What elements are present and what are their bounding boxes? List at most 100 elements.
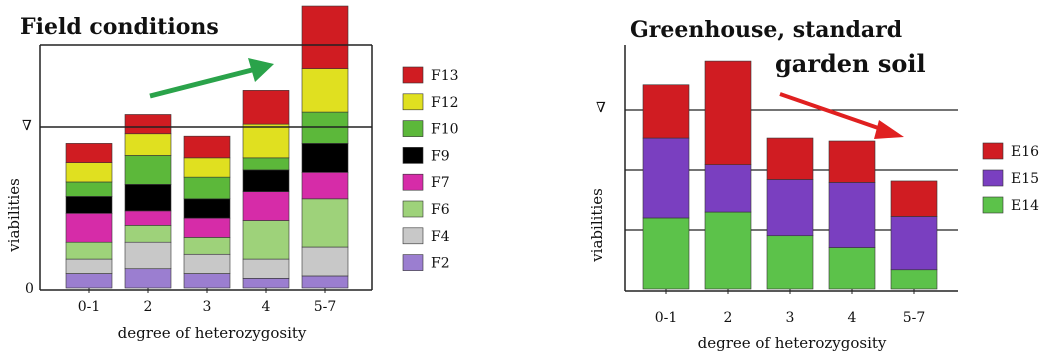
left-bar-f10-4 <box>242 157 290 171</box>
left-bar-f7-3 <box>183 217 231 238</box>
left-x-ticks: 0-1 2 3 4 5-7 <box>78 288 337 315</box>
right-legend-swatch-e15 <box>982 169 1004 187</box>
right-bar-e15-4 <box>828 182 876 248</box>
right-bar-e14-2 <box>704 211 752 290</box>
right-x-axis-label: degree of heterozygosity <box>698 334 887 352</box>
right-bar-e15-5-7 <box>890 216 938 271</box>
right-chart-subtitle: garden soil <box>775 49 926 78</box>
right-x-tick-label: 3 <box>786 310 795 326</box>
right-bars <box>642 60 938 290</box>
left-bar-f12-5-7 <box>301 68 349 113</box>
left-legend: F13 F12 F10 F9 F7 F6 F4 F2 <box>402 66 459 272</box>
right-bar-e16-5-7 <box>890 180 938 217</box>
left-bar-f4-4 <box>242 258 290 279</box>
left-bar-f13-2 <box>124 114 172 135</box>
left-bar-f2-3 <box>183 273 231 289</box>
left-bar-f9-3 <box>183 198 231 219</box>
left-bar-f13-0-1 <box>65 143 113 163</box>
right-bar-e15-3 <box>766 179 814 237</box>
left-bar-f9-0-1 <box>65 196 113 214</box>
left-y-tick-nabla: ∇ <box>22 118 32 134</box>
left-bar-f4-5-7 <box>301 246 349 277</box>
left-legend-swatch-f6 <box>402 200 424 218</box>
right-y-tick-nabla: ∇ <box>596 100 606 116</box>
left-legend-label-f13: F13 <box>431 68 459 84</box>
left-legend-label-f4: F4 <box>431 229 450 245</box>
left-legend-swatch-f12 <box>402 93 424 111</box>
right-bar-e14-5-7 <box>890 269 938 290</box>
right-legend-label-e16: E16 <box>1011 144 1039 160</box>
left-bar-f7-0-1 <box>65 212 113 243</box>
right-bar-e14-4 <box>828 247 876 290</box>
right-legend-label-e15: E15 <box>1011 171 1039 187</box>
right-legend-label-e14: E14 <box>1011 198 1039 214</box>
left-bar-f13-5-7 <box>301 5 349 69</box>
left-bar-f2-4 <box>242 278 290 289</box>
left-bar-f10-0-1 <box>65 181 113 197</box>
left-bar-f6-3 <box>183 237 231 255</box>
right-bar-e15-2 <box>704 164 752 213</box>
right-trend-arrow <box>779 92 904 139</box>
left-legend-label-f12: F12 <box>431 95 459 111</box>
right-bar-e16-3 <box>766 137 814 180</box>
left-legend-label-f6: F6 <box>431 202 450 218</box>
left-bar-f6-4 <box>242 220 290 260</box>
left-x-tick-label: 0-1 <box>78 299 101 315</box>
left-bar-f12-0-1 <box>65 162 113 183</box>
left-bar-f6-2 <box>124 225 172 243</box>
left-bars <box>65 5 349 289</box>
left-bar-f13-4 <box>242 90 290 125</box>
left-trend-arrow <box>149 58 274 99</box>
right-bar-e16-4 <box>828 140 876 183</box>
right-bar-e16-2 <box>704 60 752 165</box>
left-bar-f7-4 <box>242 191 290 221</box>
left-chart-title: Field conditions <box>20 14 219 40</box>
right-x-ticks: 0-1 2 3 4 5-7 <box>655 289 926 326</box>
right-legend: E16 E15 E14 <box>982 142 1039 214</box>
left-bar-f10-2 <box>124 155 172 185</box>
left-bar-f12-4 <box>242 123 290 159</box>
left-bar-f12-2 <box>124 133 172 156</box>
left-y-tick-zero: 0 <box>25 281 34 297</box>
right-x-tick-label: 2 <box>724 310 733 326</box>
left-legend-swatch-f13 <box>402 66 424 84</box>
left-bar-f7-2 <box>124 210 172 226</box>
left-legend-swatch-f9 <box>402 147 424 164</box>
left-legend-swatch-f10 <box>402 120 424 137</box>
right-x-tick-label: 0-1 <box>655 310 678 326</box>
left-legend-swatch-f7 <box>402 173 424 191</box>
right-legend-swatch-e14 <box>982 196 1004 214</box>
left-bar-f9-2 <box>124 184 172 212</box>
left-bar-f12-3 <box>183 157 231 178</box>
right-bar-e16-0-1 <box>642 84 690 139</box>
left-x-tick-label: 5-7 <box>314 299 337 315</box>
left-legend-swatch-f2 <box>402 254 424 271</box>
left-bar-f13-3 <box>183 135 231 159</box>
left-legend-label-f7: F7 <box>431 175 450 191</box>
left-bar-f6-5-7 <box>301 198 349 248</box>
left-x-tick-label: 2 <box>144 299 153 315</box>
left-legend-label-f2: F2 <box>431 256 450 272</box>
left-bar-f6-0-1 <box>65 241 113 260</box>
left-bar-f7-5-7 <box>301 172 349 200</box>
left-y-axis-label: viabilities <box>5 178 23 253</box>
right-bar-e14-3 <box>766 235 814 290</box>
left-legend-label-f10: F10 <box>431 122 459 138</box>
right-y-axis-label: viabilities <box>588 188 606 263</box>
right-chart-title: Greenhouse, standard <box>630 17 902 43</box>
left-bar-f2-2 <box>124 268 172 289</box>
left-legend-label-f9: F9 <box>431 148 450 164</box>
left-bar-f9-4 <box>242 169 290 192</box>
left-legend-swatch-f4 <box>402 227 424 245</box>
left-bar-f4-0-1 <box>65 258 113 274</box>
right-x-tick-label: 4 <box>848 310 857 326</box>
right-x-tick-label: 5-7 <box>903 310 926 326</box>
left-x-tick-label: 4 <box>262 299 271 315</box>
left-x-axis-label: degree of heterozygosity <box>118 324 307 342</box>
left-bar-f10-3 <box>183 176 231 200</box>
right-legend-swatch-e16 <box>982 142 1004 160</box>
left-bar-f4-3 <box>183 253 231 274</box>
left-bar-f9-5-7 <box>301 143 349 173</box>
left-x-tick-label: 3 <box>203 299 212 315</box>
